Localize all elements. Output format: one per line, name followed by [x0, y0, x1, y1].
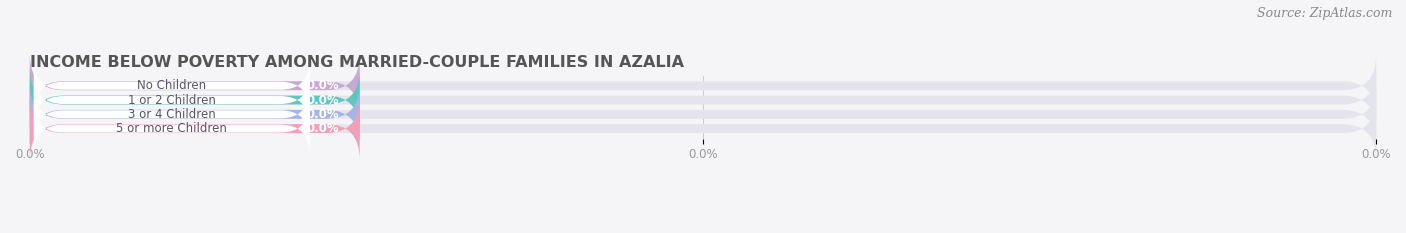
- FancyBboxPatch shape: [30, 97, 360, 160]
- FancyBboxPatch shape: [34, 87, 309, 142]
- FancyBboxPatch shape: [34, 73, 309, 127]
- Text: 5 or more Children: 5 or more Children: [117, 122, 228, 135]
- FancyBboxPatch shape: [30, 97, 1376, 160]
- Text: 0.0%: 0.0%: [307, 93, 339, 106]
- FancyBboxPatch shape: [30, 55, 1376, 117]
- Text: INCOME BELOW POVERTY AMONG MARRIED-COUPLE FAMILIES IN AZALIA: INCOME BELOW POVERTY AMONG MARRIED-COUPL…: [30, 55, 683, 70]
- Text: 0.0%: 0.0%: [307, 108, 339, 121]
- Text: 0.0%: 0.0%: [307, 79, 339, 92]
- Text: 3 or 4 Children: 3 or 4 Children: [128, 108, 215, 121]
- Text: No Children: No Children: [138, 79, 207, 92]
- FancyBboxPatch shape: [30, 83, 1376, 146]
- FancyBboxPatch shape: [30, 83, 360, 146]
- Text: 1 or 2 Children: 1 or 2 Children: [128, 93, 215, 106]
- FancyBboxPatch shape: [34, 58, 309, 113]
- FancyBboxPatch shape: [30, 69, 360, 131]
- FancyBboxPatch shape: [34, 101, 309, 156]
- FancyBboxPatch shape: [30, 55, 360, 117]
- Text: Source: ZipAtlas.com: Source: ZipAtlas.com: [1257, 7, 1392, 20]
- Text: 0.0%: 0.0%: [307, 122, 339, 135]
- FancyBboxPatch shape: [30, 69, 1376, 131]
